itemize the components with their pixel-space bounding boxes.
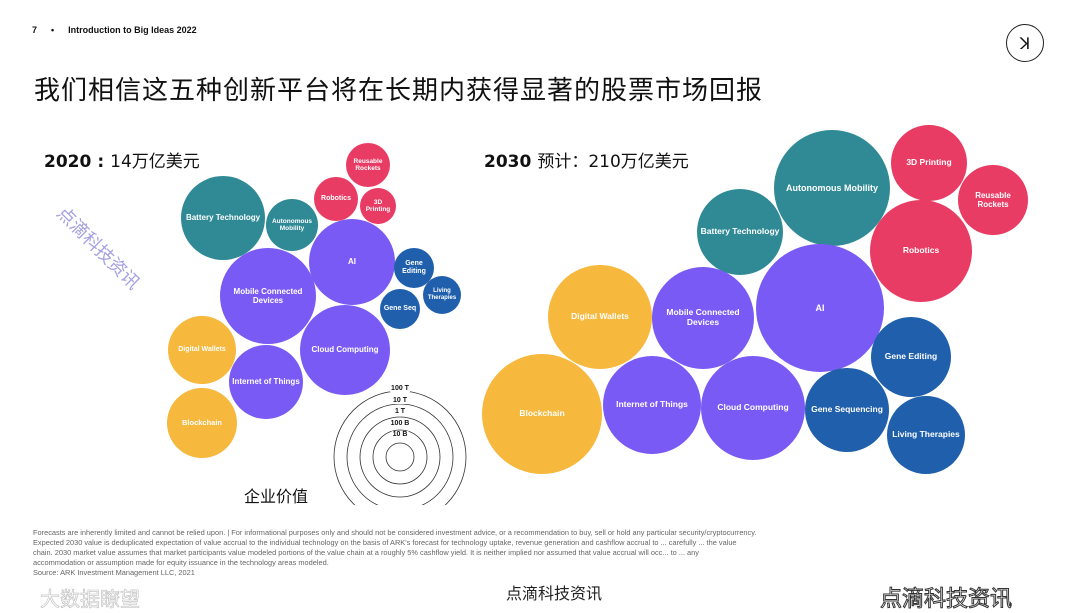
- deck-title: Introduction to Big Ideas 2022: [68, 25, 197, 35]
- slide-header: 7 • Introduction to Big Ideas 2022: [32, 25, 197, 35]
- bubble-2030-digital-wallets: Digital Wallets: [548, 265, 652, 369]
- bubble-2030-gene-sequencing: Gene Sequencing: [805, 368, 889, 452]
- scale-ring: [346, 403, 454, 505]
- bubble-2030-blockchain: Blockchain: [482, 354, 602, 474]
- bubble-2020-gene-seq: Gene Seq: [380, 289, 420, 329]
- chart-2030-year: 2030: [484, 152, 532, 172]
- bubble-label: Internet of Things: [616, 399, 688, 410]
- scale-ring-label: 10 B: [391, 431, 409, 438]
- bubble-label: AI: [348, 257, 356, 267]
- bubble-label: Mobile Connected Devices: [666, 307, 740, 327]
- bubble-2030-3d-printing: 3D Printing: [891, 125, 967, 201]
- bubble-label: Reusable Rockets: [353, 157, 383, 172]
- ark-logo: ꓘ: [1006, 24, 1044, 62]
- bubble-label: Gene Editing: [402, 259, 426, 275]
- bubble-2030-reusable-rockets: Reusable Rockets: [958, 165, 1028, 235]
- bubble-2030-gene-editing: Gene Editing: [871, 317, 951, 397]
- slide-title: 我们相信这五种创新平台将在长期内获得显著的股票市场回报: [34, 76, 764, 106]
- bubble-2020-blockchain: Blockchain: [167, 388, 237, 458]
- header-separator: •: [51, 25, 55, 35]
- source-note: Source: ARK Investment Management LLC, 2…: [33, 568, 195, 577]
- page-number: 7: [32, 25, 38, 35]
- scale-ring-label: 100 B: [389, 419, 411, 427]
- bubble-2020-internet-of-things: Internet of Things: [229, 345, 303, 419]
- bubble-2020-3d-printing: 3D Printing: [360, 188, 396, 224]
- bubble-2020-living-therapies: Living Therapies: [423, 276, 461, 314]
- bubble-label: Blockchain: [519, 408, 565, 419]
- bubble-2020-cloud-computing: Cloud Computing: [300, 305, 390, 395]
- watermark-bottom-left: 大数据瞭望: [40, 587, 141, 612]
- bubble-label: Internet of Things: [232, 377, 300, 387]
- bubble-label: AI: [815, 302, 825, 313]
- bubble-2020-ai: AI: [309, 219, 395, 305]
- bubble-label: Cloud Computing: [717, 402, 789, 413]
- chart-2020-year: 2020: [44, 152, 92, 172]
- bubble-label: Blockchain: [181, 417, 222, 427]
- bubble-2030-cloud-computing: Cloud Computing: [701, 356, 805, 460]
- bubble-2020-digital-wallets: Digital Wallets: [168, 316, 236, 384]
- footnote: chain. 2030 market value assumes that ma…: [33, 548, 699, 557]
- scale-ring: [359, 416, 441, 498]
- legend-caption: 企业价值: [244, 487, 309, 506]
- scale-ring-label: 10 T: [391, 396, 409, 404]
- bubble-label: Reusable Rockets: [975, 190, 1011, 209]
- watermark-bottom-center: 点滴科技资讯: [506, 584, 603, 603]
- bubble-2020-mobile-connected-devices: Mobile Connected Devices: [220, 248, 316, 344]
- chart-2030-title: 2030 预计：210万亿美元: [484, 147, 689, 172]
- bubble-label: Autonomous Mobility: [786, 182, 878, 193]
- bubble-label: Gene Editing: [884, 351, 938, 362]
- bubble-label: Living Therapies: [427, 288, 457, 301]
- bubble-2030-living-therapies: Living Therapies: [887, 396, 965, 474]
- bubble-label: Gene Seq: [383, 304, 417, 312]
- bubble-2020-robotics: Robotics: [314, 177, 358, 221]
- bubble-2030-battery-technology: Battery Technology: [697, 189, 783, 275]
- bubble-2030-robotics: Robotics: [870, 200, 972, 302]
- scale-ring-label: 100 T: [390, 385, 410, 392]
- watermark-bottom-right: 点滴科技资讯: [879, 587, 1013, 613]
- bubble-label: Autonomous Mobility: [271, 217, 313, 232]
- bubble-label: 3D Printing: [906, 157, 952, 168]
- bubble-label: Digital Wallets: [571, 311, 629, 322]
- bubble-2020-reusable-rockets: Reusable Rockets: [346, 143, 390, 187]
- bubble-label: Robotics: [902, 245, 940, 256]
- bubble-2030-autonomous-mobility: Autonomous Mobility: [774, 130, 890, 246]
- bubble-2030-internet-of-things: Internet of Things: [603, 356, 701, 454]
- bubble-label: Living Therapies: [892, 429, 960, 440]
- bubble-label: Battery Technology: [700, 226, 780, 237]
- footnote: Expected 2030 value is deduplicated expe…: [33, 538, 737, 547]
- bubble-2020-battery-technology: Battery Technology: [181, 176, 265, 260]
- chart-2030-prefix: 预计：: [537, 152, 589, 172]
- bubble-2030-ai: AI: [756, 244, 884, 372]
- bubble-2020-autonomous-mobility: Autonomous Mobility: [266, 199, 318, 251]
- chart-2030-value: 210万亿美元: [588, 152, 689, 172]
- bubble-label: Battery Technology: [185, 213, 261, 223]
- footnote: accommodation or assumption made for equ…: [33, 558, 329, 567]
- bubble-label: Digital Wallets: [178, 345, 226, 353]
- scale-ring: [385, 442, 415, 472]
- chart-2020-title: 2020:14万亿美元: [44, 152, 200, 172]
- bubble-label: 3D Printing: [365, 198, 391, 213]
- bubble-label: Cloud Computing: [311, 345, 379, 355]
- bubble-label: Mobile Connected Devices: [233, 286, 303, 305]
- scale-rings: [333, 390, 467, 505]
- footnotes: Forecasts are inherently limited and can…: [33, 528, 1033, 578]
- scale-ring: [372, 429, 428, 485]
- scale-ring-label: 1 T: [393, 408, 407, 415]
- chart-2020-value: 14万亿美元: [110, 152, 200, 172]
- bubble-2030-mobile-connected-devices: Mobile Connected Devices: [652, 267, 754, 369]
- bubble-label: Gene Sequencing: [811, 404, 883, 415]
- bubble-label: Robotics: [321, 194, 351, 202]
- watermark-diagonal: 点滴科技资讯: [52, 202, 144, 295]
- footnote: Forecasts are inherently limited and can…: [33, 528, 757, 537]
